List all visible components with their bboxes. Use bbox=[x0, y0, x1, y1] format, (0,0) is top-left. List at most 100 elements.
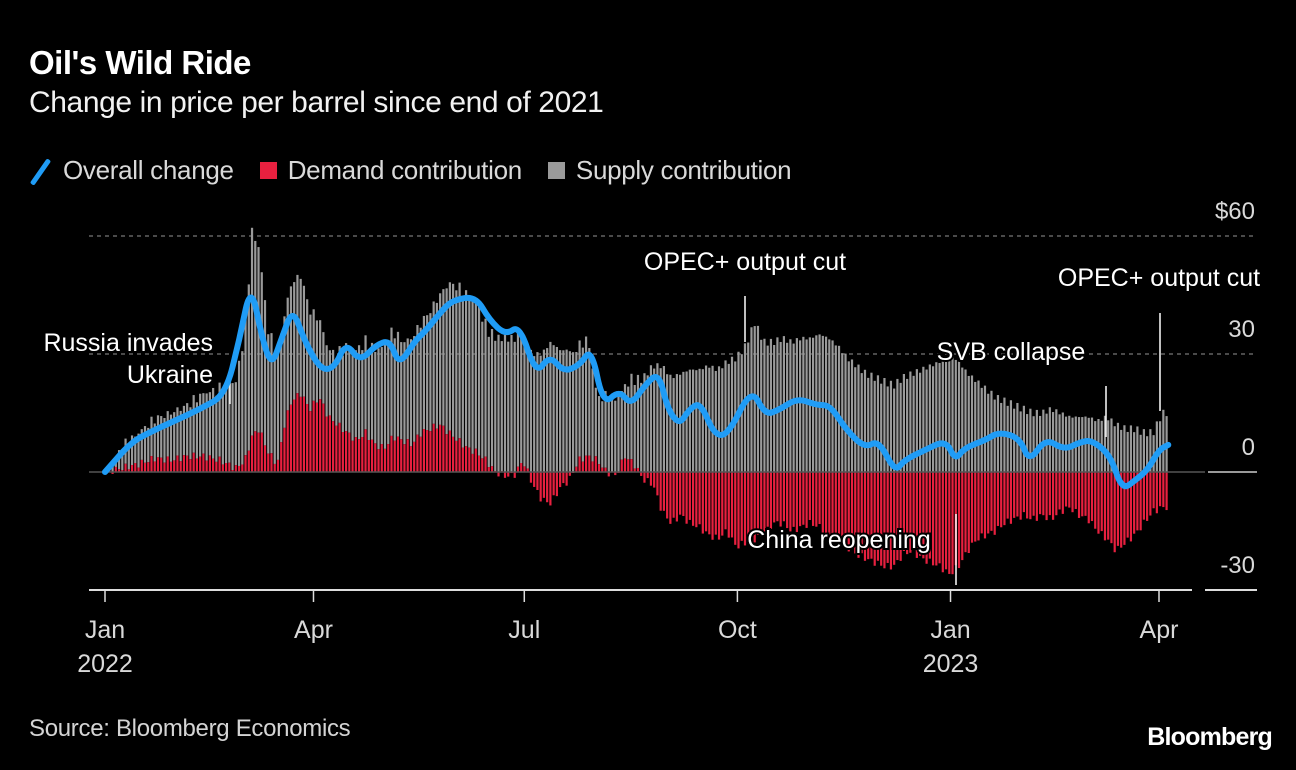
demand-bar bbox=[821, 472, 824, 535]
supply-bar bbox=[769, 338, 773, 472]
demand-bar bbox=[270, 453, 273, 472]
supply-bar bbox=[163, 418, 166, 463]
demand-bar bbox=[481, 458, 484, 472]
demand-bar bbox=[893, 472, 896, 565]
supply-bar bbox=[390, 327, 393, 436]
supply-bar bbox=[325, 345, 328, 417]
supply-bar bbox=[224, 382, 228, 464]
supply-bar bbox=[980, 387, 983, 472]
supply-bar bbox=[701, 369, 704, 472]
demand-bar bbox=[283, 427, 286, 472]
supply-bar bbox=[876, 375, 880, 472]
supply-bar bbox=[957, 361, 961, 472]
supply-bar bbox=[837, 345, 841, 472]
demand-bar bbox=[189, 459, 192, 472]
supply-bar bbox=[902, 374, 905, 472]
demand-bar bbox=[1035, 472, 1038, 521]
demand-bar bbox=[682, 472, 685, 517]
demand-bar bbox=[153, 461, 156, 472]
demand-bar bbox=[1006, 472, 1009, 519]
demand-bar bbox=[124, 463, 127, 472]
supply-bar bbox=[293, 282, 296, 400]
x-tick-label: Jan bbox=[85, 616, 125, 644]
supply-bar bbox=[1149, 429, 1152, 472]
demand-bar bbox=[549, 472, 552, 506]
demand-bar bbox=[176, 455, 179, 472]
demand-bar bbox=[721, 472, 724, 536]
supply-bar bbox=[575, 351, 578, 467]
supply-bar bbox=[805, 339, 808, 472]
demand-bar bbox=[867, 472, 870, 560]
demand-bar bbox=[351, 440, 354, 472]
supply-bar bbox=[370, 342, 374, 440]
supply-bar bbox=[919, 372, 922, 472]
supply-bar bbox=[886, 386, 889, 472]
demand-bar bbox=[322, 403, 325, 472]
demand-bar bbox=[247, 450, 250, 472]
supply-bar bbox=[351, 348, 354, 441]
supply-bar bbox=[928, 364, 931, 472]
supply-bar bbox=[413, 336, 416, 442]
demand-bar bbox=[354, 437, 357, 472]
demand-bar bbox=[1129, 472, 1133, 542]
demand-bar bbox=[432, 423, 435, 472]
supply-bar bbox=[429, 313, 432, 432]
demand-bar bbox=[896, 472, 899, 561]
demand-bar bbox=[967, 472, 970, 554]
supply-bar bbox=[1068, 415, 1071, 472]
demand-bar bbox=[215, 461, 218, 472]
demand-bar bbox=[1071, 472, 1074, 513]
supply-bar bbox=[799, 340, 802, 472]
demand-bar bbox=[740, 472, 743, 541]
supply-bar bbox=[1152, 435, 1155, 472]
demand-bar bbox=[250, 435, 254, 472]
supply-bar bbox=[260, 272, 263, 433]
supply-swatch-icon bbox=[547, 162, 565, 179]
demand-bar bbox=[513, 472, 516, 478]
supply-bar bbox=[546, 348, 549, 472]
x-tick-year-label: 2022 bbox=[77, 650, 133, 678]
demand-bar bbox=[422, 429, 426, 472]
demand-bar bbox=[1090, 472, 1094, 522]
demand-bar bbox=[850, 472, 854, 549]
demand-bar bbox=[1061, 472, 1064, 514]
demand-bar bbox=[1013, 472, 1016, 518]
supply-bar bbox=[464, 290, 468, 447]
demand-bar bbox=[1094, 472, 1097, 529]
supply-bar bbox=[477, 306, 481, 456]
demand-bar bbox=[886, 472, 889, 563]
supply-bar bbox=[568, 351, 571, 472]
supply-bar bbox=[221, 393, 224, 465]
demand-bar bbox=[143, 462, 147, 472]
demand-bar bbox=[503, 472, 507, 478]
supply-bar bbox=[448, 282, 451, 431]
supply-bar bbox=[147, 427, 150, 463]
supply-bar bbox=[529, 349, 533, 472]
supply-bar bbox=[857, 364, 860, 472]
supply-bar bbox=[935, 362, 938, 472]
demand-bar bbox=[909, 472, 912, 553]
supply-bar bbox=[195, 402, 199, 459]
demand-bar bbox=[325, 416, 328, 472]
demand-bar bbox=[649, 472, 653, 486]
supply-bar bbox=[951, 356, 954, 472]
demand-bar bbox=[672, 472, 675, 518]
supply-bar bbox=[354, 350, 357, 438]
supply-bar bbox=[121, 453, 124, 471]
supply-bar bbox=[870, 372, 873, 472]
demand-bar bbox=[662, 472, 666, 511]
supply-bar bbox=[445, 288, 448, 435]
demand-bar bbox=[1149, 472, 1152, 516]
demand-bar bbox=[1087, 472, 1090, 524]
annotation-label: China reopening bbox=[747, 526, 930, 554]
supply-bar bbox=[584, 336, 588, 456]
supply-bar bbox=[1029, 408, 1032, 472]
supply-bar bbox=[1000, 402, 1003, 472]
supply-bar bbox=[643, 373, 646, 472]
supply-bar bbox=[691, 369, 695, 472]
supply-bar bbox=[516, 331, 520, 467]
supply-bar bbox=[208, 392, 211, 456]
supply-bar bbox=[656, 363, 659, 472]
supply-bar bbox=[137, 433, 140, 468]
demand-bar bbox=[763, 472, 766, 537]
